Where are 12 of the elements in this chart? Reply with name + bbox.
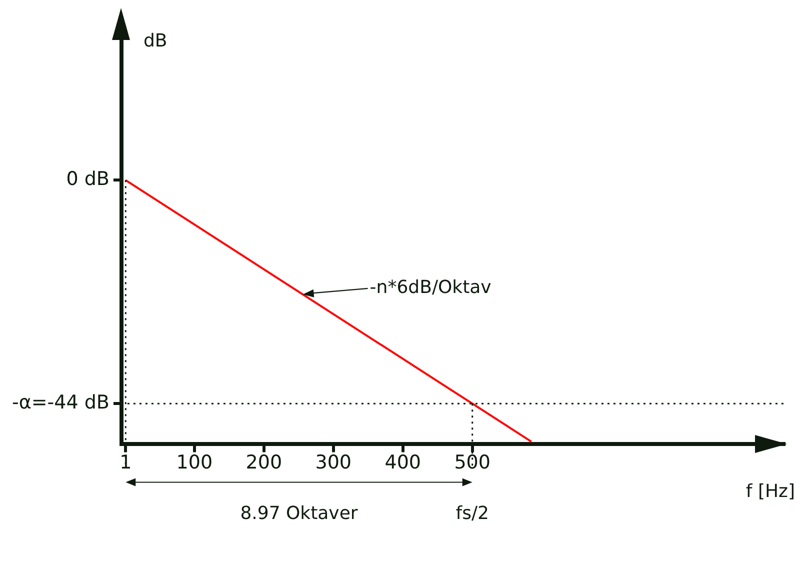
annotation: -n*6dB/Oktav: [370, 277, 492, 298]
ref-line-label: fs/2: [456, 502, 489, 524]
y-tick-label: 0 dB: [66, 168, 110, 190]
x-axis-title: f [Hz]: [746, 480, 795, 502]
x-tick-label: 500: [454, 452, 490, 474]
x-tick-label: 300: [315, 452, 352, 474]
x-tick-label: 400: [384, 452, 421, 474]
x-tick-label: 200: [246, 452, 282, 474]
y-tick-label: -α=-44 dB: [12, 392, 110, 414]
x-tick-label: 100: [176, 452, 213, 474]
y-axis-title: dB: [143, 30, 168, 52]
text: 8.97 Oktaver: [240, 502, 358, 524]
